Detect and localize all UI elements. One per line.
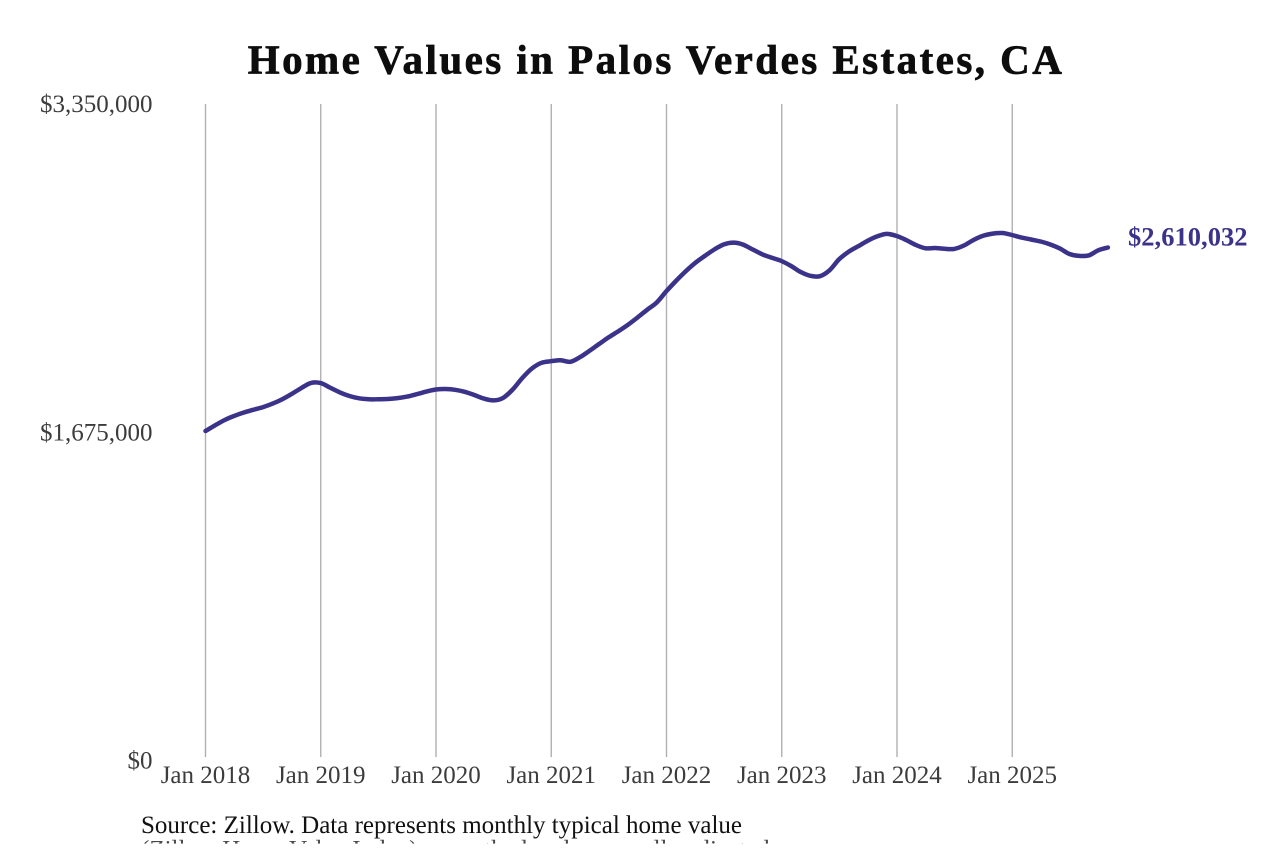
svg-text:Source: Zillow. Data represent: Source: Zillow. Data represents monthly … [141,812,742,839]
svg-text:$3,350,000: $3,350,000 [40,91,153,118]
svg-text:$1,675,000: $1,675,000 [40,420,153,447]
svg-text:$2,610,032: $2,610,032 [1128,222,1248,252]
svg-text:Jan 2023: Jan 2023 [737,762,827,789]
svg-text:Jan 2024: Jan 2024 [852,762,942,789]
svg-text:Jan 2020: Jan 2020 [391,762,481,789]
svg-text:$0: $0 [128,748,153,775]
svg-text:Jan 2022: Jan 2022 [622,762,712,789]
svg-text:Home Values in Palos Verdes Es: Home Values in Palos Verdes Estates, CA [248,37,1065,83]
svg-text:Jan 2021: Jan 2021 [506,762,596,789]
svg-text:Jan 2019: Jan 2019 [276,762,366,789]
svg-text:Jan 2025: Jan 2025 [967,762,1057,789]
svg-text:Jan 2018: Jan 2018 [161,762,251,789]
